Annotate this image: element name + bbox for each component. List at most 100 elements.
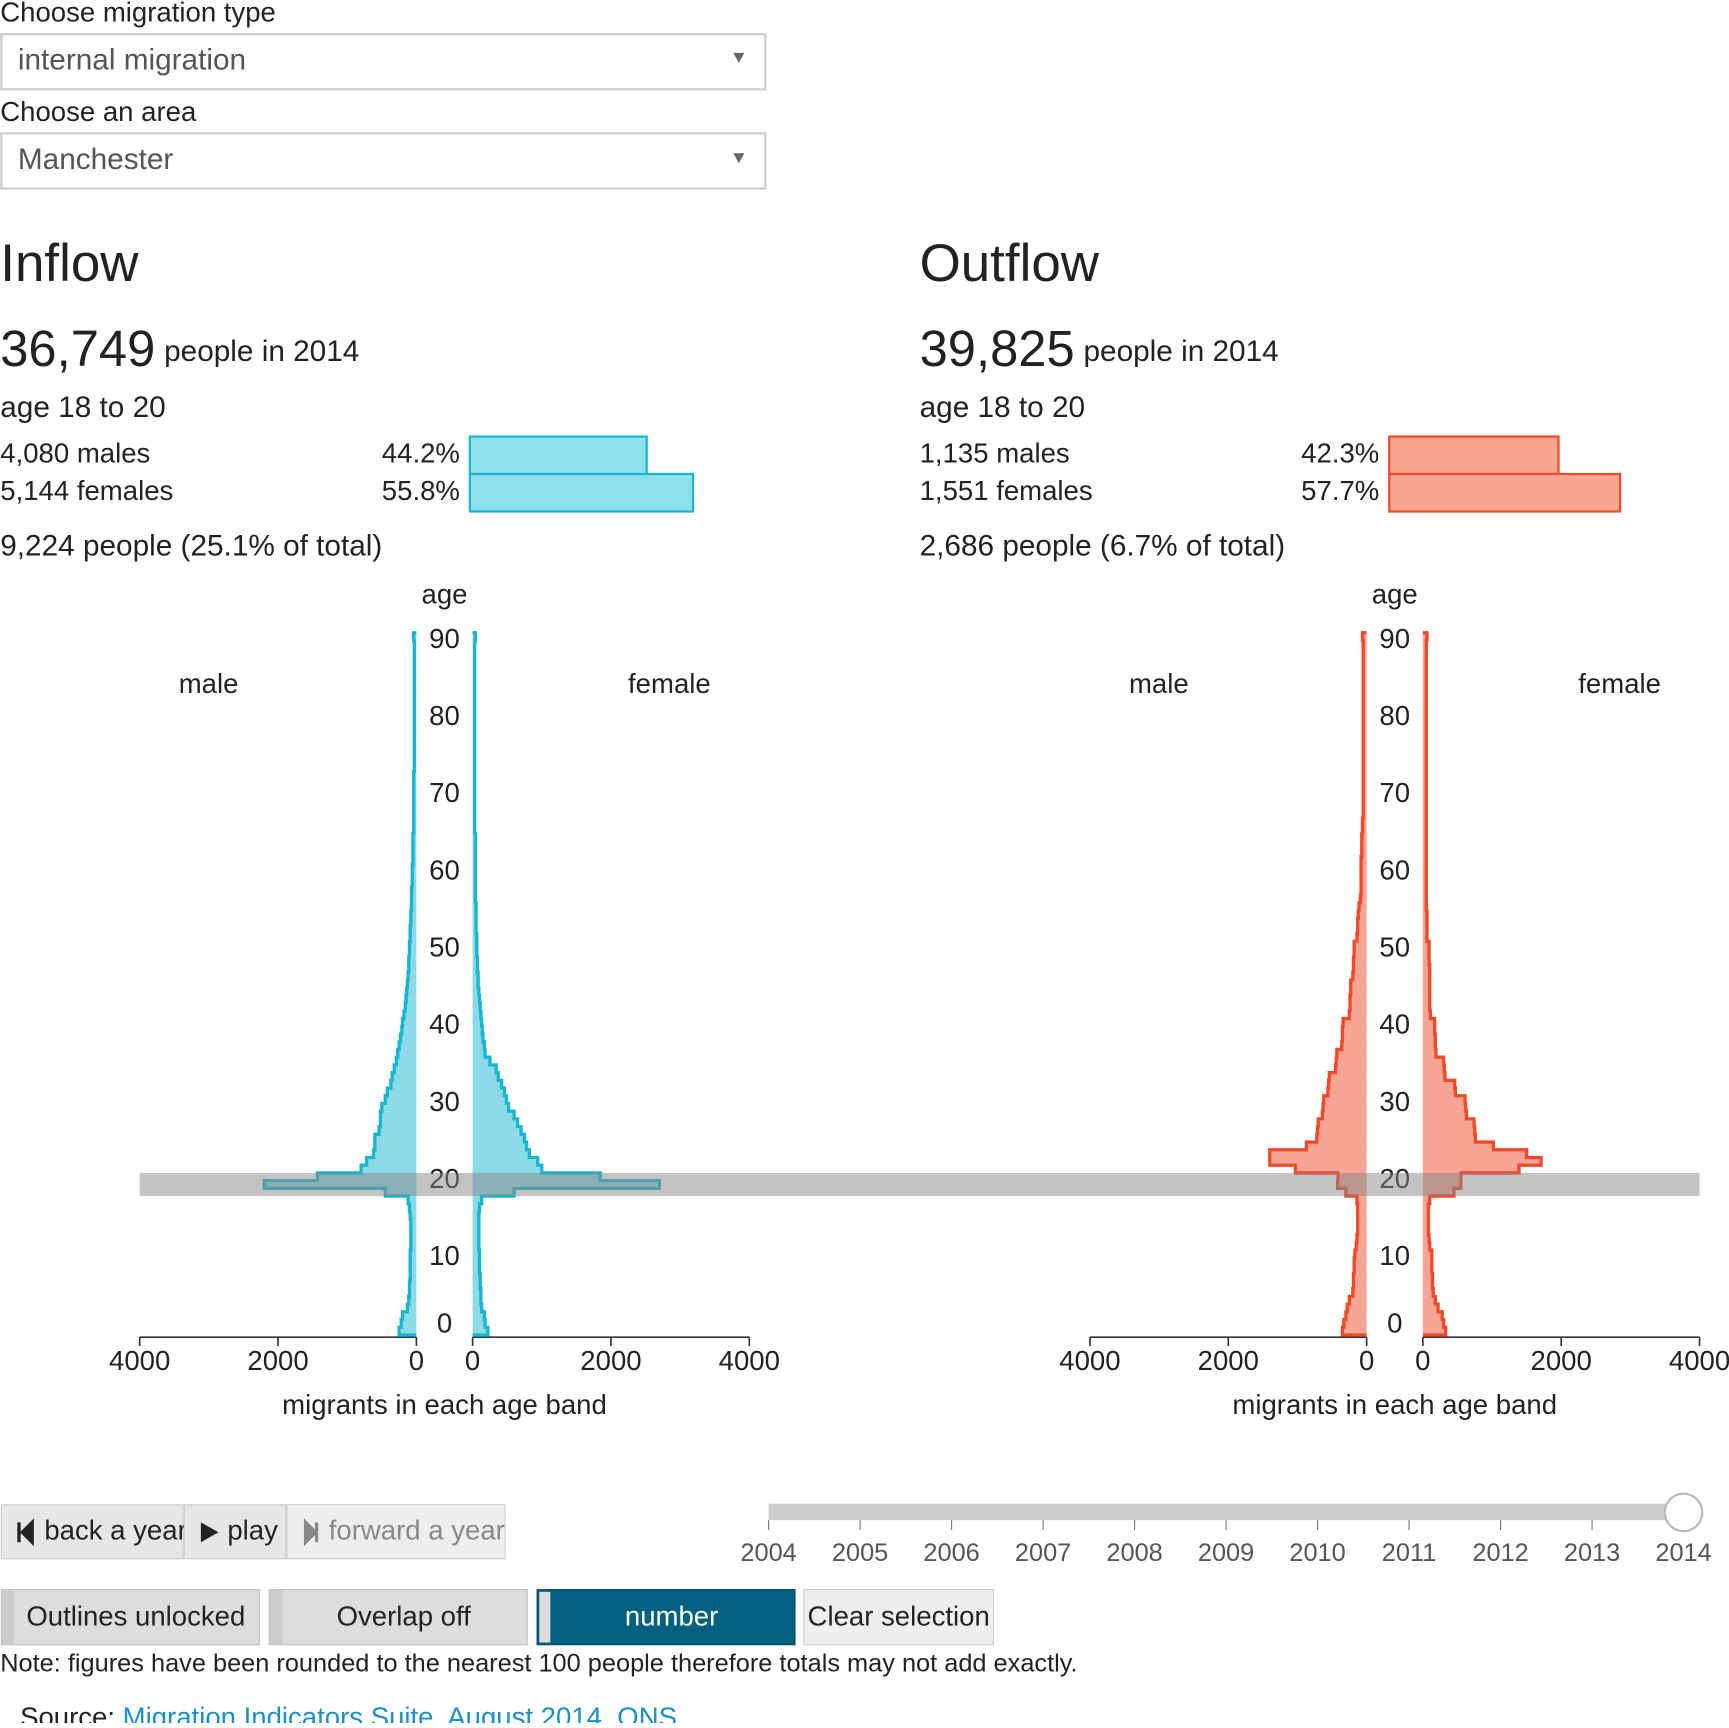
panel-total: 39,825 people in 2014 (920, 320, 1279, 377)
age-bar (1422, 1057, 1444, 1065)
toggle[interactable] (536, 1589, 796, 1646)
age-bar (1361, 887, 1367, 896)
age-bar (1422, 655, 1427, 664)
button-label[interactable]: back a year (44, 1515, 186, 1546)
age-bar (1422, 980, 1430, 988)
type-select[interactable]: internal migration (0, 33, 767, 91)
button[interactable] (183, 1504, 287, 1560)
button[interactable] (286, 1504, 506, 1560)
age-bar (1327, 1088, 1367, 1096)
slider-handle[interactable] (1663, 1492, 1704, 1533)
age-bar (1335, 1064, 1367, 1073)
button-label[interactable]: Clear selection (808, 1601, 990, 1632)
age-bar (472, 1319, 486, 1328)
age-bar (410, 1265, 417, 1274)
age-bar (472, 1165, 542, 1173)
age-bar (1422, 949, 1430, 957)
age-bar (409, 941, 417, 950)
source-link[interactable]: Migration Indicators Suite, August 2014,… (123, 1702, 677, 1728)
age-bar (1422, 879, 1427, 888)
age-bar (1422, 717, 1427, 726)
toggle-label[interactable]: Outlines unlocked (26, 1601, 245, 1632)
age-bar (1422, 1111, 1467, 1119)
age-bar (1363, 763, 1367, 772)
y-axis-title: age (1372, 579, 1418, 610)
age-bar (472, 1219, 479, 1227)
age-bar (410, 1250, 417, 1258)
age-bar (472, 1088, 505, 1096)
select-arrow[interactable] (733, 52, 745, 63)
age-bar (472, 1049, 486, 1058)
age-bar (472, 910, 477, 919)
age-bar (472, 1072, 499, 1081)
age-bar (1358, 910, 1367, 919)
slider-label: 2013 (1564, 1539, 1620, 1567)
button-label[interactable]: forward a year (329, 1515, 505, 1546)
age-bar (1363, 725, 1367, 734)
row-label: 4,080 males (0, 438, 150, 469)
y-tick-label: 50 (429, 931, 460, 962)
toggle-knob (1, 1589, 15, 1645)
button-label[interactable]: play (227, 1515, 278, 1546)
age-bar (1336, 1057, 1367, 1065)
age-bar (1363, 740, 1367, 749)
age-bar (1422, 1041, 1436, 1050)
outline (472, 631, 662, 1337)
age-bar (380, 1111, 417, 1119)
age-bar (373, 1149, 417, 1158)
age-bar (1422, 848, 1427, 857)
toggle[interactable] (268, 1589, 528, 1646)
age-bar (1361, 833, 1367, 842)
age-bar (472, 1234, 479, 1243)
share-label: 42.3% (1301, 438, 1379, 469)
slider-track[interactable] (768, 1503, 1684, 1521)
age-bar (1349, 1010, 1367, 1019)
toggle-label[interactable]: Overlap off (337, 1601, 472, 1632)
toggle-label[interactable]: number (625, 1601, 718, 1632)
panel-summary: 9,224 people (25.1% of total) (0, 530, 382, 563)
age-bar (1422, 1003, 1430, 1011)
select-box[interactable] (0, 132, 767, 190)
age-bar (472, 995, 480, 1004)
note: Note: figures have been rounded to the n… (0, 1649, 1077, 1677)
age-bar (402, 1018, 417, 1027)
age-bar (1350, 995, 1367, 1004)
age-bar (1422, 1273, 1433, 1281)
age-bar (1422, 871, 1427, 880)
select-value[interactable]: internal migration (18, 44, 246, 77)
button[interactable] (803, 1589, 995, 1646)
y-tick-label: 30 (429, 1086, 460, 1117)
age-bar (397, 1049, 417, 1058)
age-bar (472, 1103, 509, 1112)
x-tick-label: 0 (1415, 1345, 1430, 1376)
age-bar (1343, 1319, 1367, 1328)
age-bar (1422, 817, 1427, 826)
age-bar (1422, 1118, 1475, 1127)
age-bar (1269, 1149, 1367, 1158)
legend-label: male (1129, 668, 1189, 699)
age-bar (387, 1088, 417, 1096)
age-bar (472, 1203, 480, 1212)
select-box[interactable] (0, 33, 767, 91)
age-bar (1354, 949, 1367, 957)
share-label: 57.7% (1301, 475, 1379, 506)
area-select[interactable]: Manchester (0, 132, 767, 190)
age-bar (1363, 702, 1367, 710)
age-bar (1323, 1095, 1367, 1104)
y-tick-label: 80 (1379, 700, 1410, 731)
age-bar (1363, 717, 1367, 726)
age-bar (399, 1041, 417, 1050)
age-bar (472, 1010, 481, 1019)
age-bar (1362, 817, 1367, 826)
age-bar (472, 964, 478, 973)
age-bar (472, 933, 477, 942)
toggle-knob (539, 1591, 551, 1643)
y-tick-label: 60 (429, 854, 460, 885)
age-bar (1422, 686, 1427, 695)
toggle[interactable] (0, 1589, 260, 1646)
age-bar (410, 933, 417, 942)
select-arrow[interactable] (733, 153, 745, 164)
select-value[interactable]: Manchester (18, 143, 174, 176)
age-bar (409, 1288, 417, 1297)
